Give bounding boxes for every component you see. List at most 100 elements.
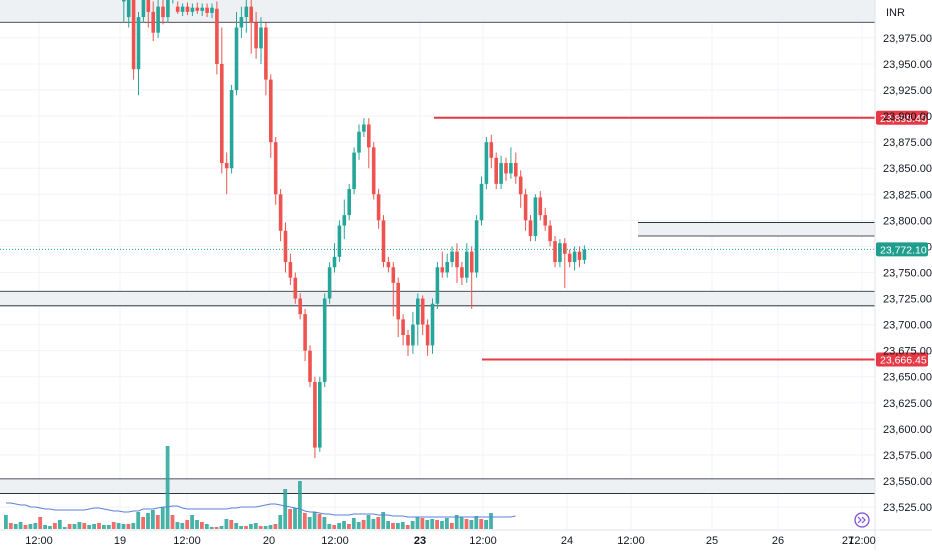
volume-bar	[474, 516, 479, 529]
volume-bar	[302, 513, 307, 529]
x-tick-label: 20	[263, 535, 275, 547]
candle	[567, 253, 572, 263]
volume-bar	[175, 522, 180, 529]
y-tick-label: 23,900.00	[883, 111, 932, 123]
x-tick-label: 12:00	[25, 535, 53, 547]
y-tick-label: 23,800.00	[883, 215, 932, 227]
candle	[224, 163, 229, 169]
candle	[303, 314, 307, 351]
x-tick-label: 24	[561, 535, 573, 547]
volume-bar	[449, 523, 454, 529]
level-price-badge	[876, 352, 928, 367]
current-price-badge	[876, 242, 928, 257]
volume-bar	[342, 521, 346, 529]
candle	[175, 6, 180, 12]
candle	[455, 251, 459, 268]
x-tick-label: 12:00	[848, 535, 876, 547]
volume-bar	[209, 527, 214, 529]
volume-bar	[307, 517, 312, 529]
volume-bar	[435, 520, 439, 529]
candle	[440, 267, 445, 273]
volume-bar	[62, 527, 67, 529]
candle	[136, 17, 141, 70]
currency-label: INR	[886, 7, 905, 19]
volume-bar	[18, 522, 23, 529]
y-tick-label: 23,700.00	[883, 320, 932, 332]
candle	[244, 6, 249, 18]
volume-bar	[190, 515, 194, 529]
candle	[411, 324, 415, 346]
volume-bar	[386, 521, 390, 529]
zones	[0, 0, 875, 494]
volume-bar	[298, 481, 302, 529]
candle	[489, 142, 494, 158]
candle	[577, 251, 582, 260]
y-tick-label: 23,875.00	[883, 137, 932, 149]
candle	[572, 251, 577, 263]
volume-bar	[391, 523, 395, 529]
level-price-label: 23,898.40	[880, 113, 927, 125]
price-levels[interactable]: 23,898.40 23,666.45	[434, 110, 928, 367]
candle	[528, 220, 533, 236]
volume-bar	[97, 523, 101, 529]
candle	[425, 324, 430, 346]
candle	[234, 27, 239, 91]
volume-bar	[430, 519, 435, 529]
volume-bar	[180, 523, 185, 529]
volume-bar	[332, 525, 337, 529]
y-tick-label: 23,600.00	[883, 424, 932, 436]
volume-bar	[396, 523, 400, 529]
scale-toggle-icon[interactable]	[854, 512, 870, 528]
volume-bar	[126, 524, 131, 529]
time-axis[interactable]: 12:00 19 12:00 20 12:00 23 12:00 24 12:00 25 26 12:…	[0, 529, 932, 547]
y-tick-label: 23,925.00	[883, 85, 932, 97]
y-tick-label: 23,575.00	[883, 450, 932, 462]
current-price-label: 23,772.10	[880, 244, 927, 256]
candle	[205, 7, 209, 13]
candle	[514, 163, 518, 177]
candle	[126, 0, 131, 18]
candle	[352, 152, 356, 190]
candle	[533, 197, 538, 236]
x-tick-label: 27	[842, 535, 854, 547]
candle	[406, 335, 410, 346]
candle	[499, 163, 503, 184]
volume-bar	[72, 524, 77, 529]
volume-bar	[146, 513, 150, 529]
volume-bar	[53, 523, 57, 529]
candle	[298, 298, 302, 315]
volume-bar	[57, 520, 62, 529]
y-tick-label: 23,850.00	[883, 163, 932, 175]
volume-bar	[445, 518, 449, 529]
level-price-badge	[876, 110, 928, 125]
x-tick-label: 19	[114, 535, 126, 547]
volume-bar	[239, 526, 243, 529]
candle	[293, 277, 298, 299]
volume-bar	[214, 527, 219, 529]
volume-bar	[371, 519, 376, 529]
candle	[479, 183, 484, 221]
candle	[367, 124, 371, 148]
volume-bar	[77, 522, 82, 529]
support-resistance-zone	[0, 0, 875, 23]
candle	[474, 220, 479, 273]
candle	[342, 215, 347, 226]
candle	[215, 8, 219, 64]
y-tick-label: 23,525.00	[883, 502, 932, 514]
volume-bar	[253, 523, 258, 529]
volume-bar	[244, 526, 248, 529]
candle	[460, 267, 464, 278]
volume-bar	[351, 518, 356, 529]
volume-bar	[48, 526, 52, 529]
candle	[523, 194, 528, 221]
candle	[391, 267, 396, 283]
price-axis[interactable]: INR 23,525.00 23,550.00 23,575.00 23,600.00…	[874, 0, 932, 550]
candle	[420, 298, 425, 325]
candle	[185, 6, 190, 12]
volume-bar	[484, 520, 488, 529]
candle	[210, 7, 214, 13]
candle	[332, 256, 337, 268]
y-tick-label: 23,975.00	[883, 33, 932, 45]
